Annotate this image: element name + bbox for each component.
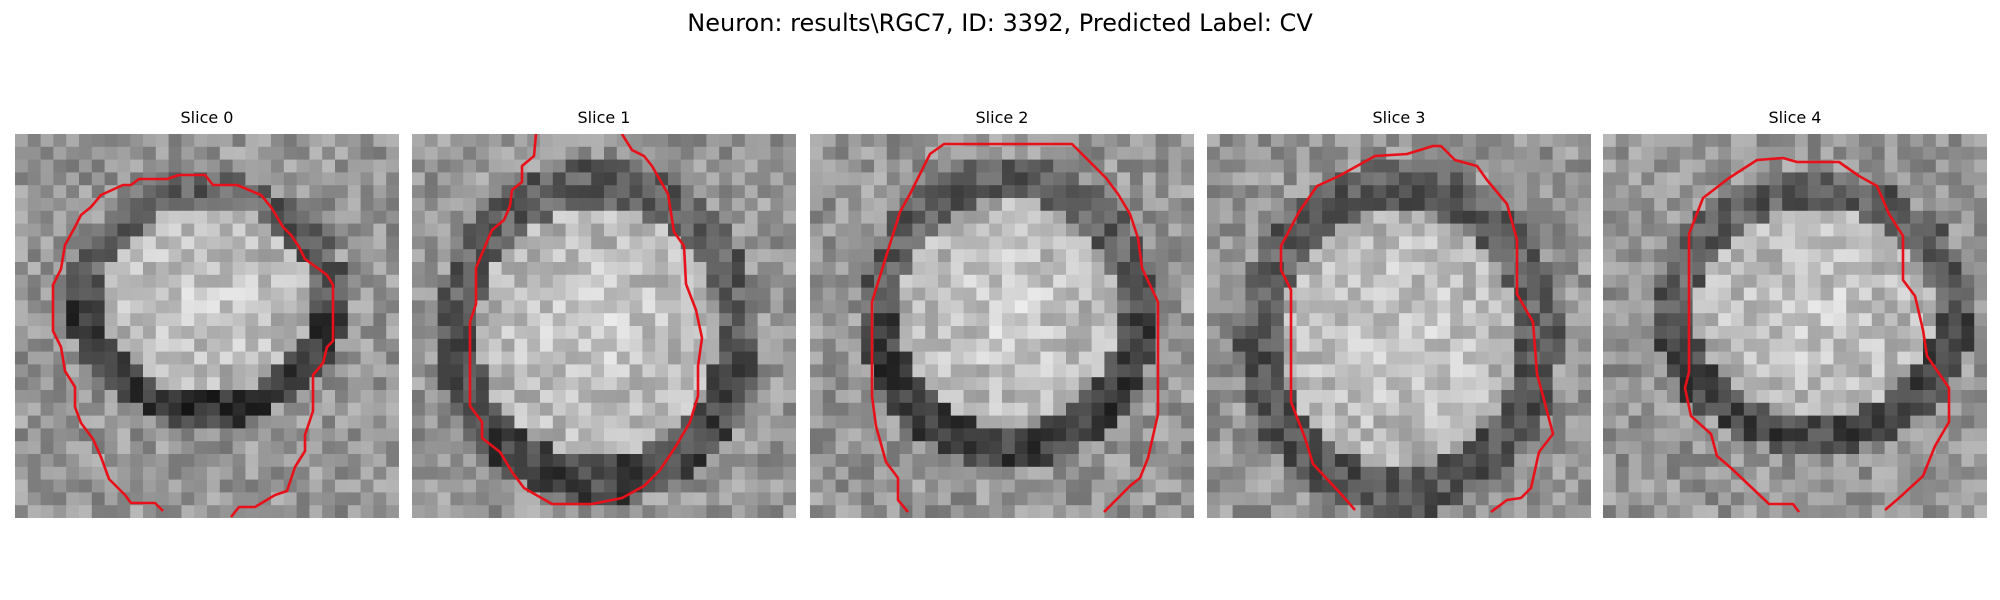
grayscale-pixels	[810, 134, 1194, 518]
figure-title: Neuron: results\RGC7, ID: 3392, Predicte…	[687, 9, 1313, 37]
slice-title: Slice 2	[975, 108, 1029, 127]
grayscale-pixels	[1207, 134, 1591, 518]
slice-title: Slice 0	[180, 108, 234, 127]
grayscale-pixels	[1603, 134, 1987, 518]
slice-image	[1207, 134, 1591, 518]
cell-contour	[1683, 156, 1951, 513]
cell-contour	[51, 173, 335, 518]
slice-panel-3: Slice 3	[1207, 108, 1591, 518]
slice-title: Slice 4	[1768, 108, 1822, 127]
slice-image	[15, 134, 399, 518]
slice-panel-1: Slice 1	[412, 108, 796, 518]
slice-image	[810, 134, 1194, 518]
slice-title: Slice 1	[577, 108, 631, 127]
slice-image	[1603, 134, 1987, 518]
slice-panel-0: Slice 0	[15, 108, 399, 518]
cell-contour	[1279, 144, 1555, 514]
slice-panel-4: Slice 4	[1603, 108, 1987, 518]
cell-contour	[870, 142, 1160, 513]
slice-panel-2: Slice 2	[810, 108, 1194, 518]
grayscale-pixels	[15, 134, 399, 518]
cell-contour	[468, 134, 704, 506]
slice-title: Slice 3	[1372, 108, 1426, 127]
grayscale-pixels	[412, 134, 796, 518]
slice-image	[412, 134, 796, 518]
